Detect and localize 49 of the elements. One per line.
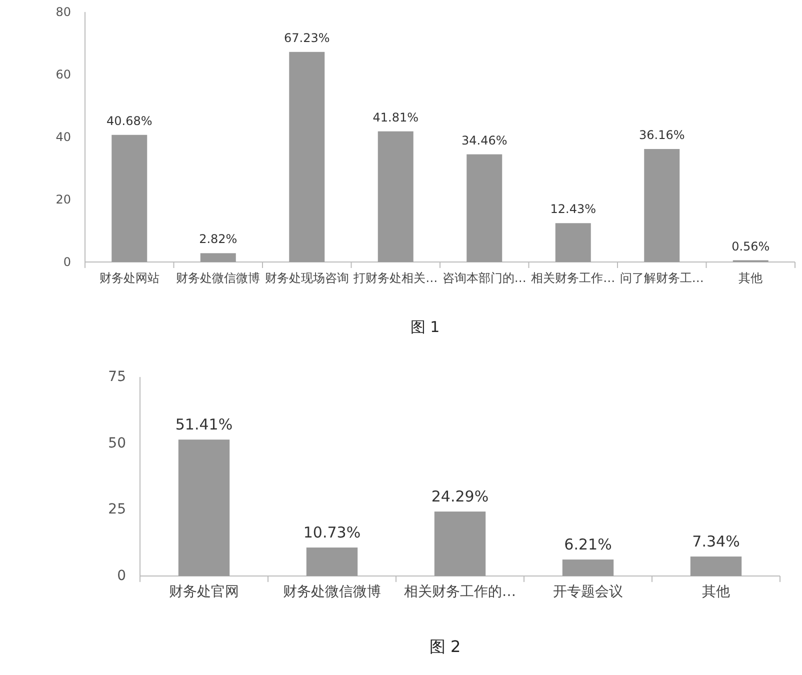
data-label: 51.41% [175,416,233,434]
data-label: 41.81% [372,110,419,124]
bar [378,131,414,262]
caption: 图 2 [429,637,461,656]
data-label: 6.21% [564,536,612,554]
x-tick-label: 财务处微信微博 [283,584,381,600]
y-tick-label: 25 [108,502,126,518]
data-label: 34.46% [461,133,508,148]
bar [644,149,680,262]
x-tick-label: 其他 [702,584,730,600]
x-tick-label: 相关财务工作… [531,271,616,285]
bar [306,548,358,576]
bar [690,556,742,576]
bar [434,512,486,576]
data-label: 40.68% [106,114,152,128]
data-label: 7.34% [692,532,740,551]
data-label: 0.56% [732,239,770,254]
bar [289,52,325,262]
y-tick-label: 60 [56,68,71,82]
x-tick-label: 财务处现场咨询 [264,271,349,285]
y-tick-label: 50 [108,435,126,452]
y-tick-label: 75 [108,369,126,385]
bar [562,560,614,576]
bar [112,134,148,262]
x-tick-label: 打财务处相关… [352,271,438,285]
x-tick-label: 其他 [738,271,763,285]
bar [466,154,502,262]
bar [178,440,230,576]
bar [200,253,236,262]
caption: 图 1 [410,318,440,336]
data-label: 10.73% [303,524,361,542]
x-tick-label: 财务处微信微博 [176,271,260,285]
bar [555,223,591,262]
y-tick-label: 40 [56,130,71,144]
x-tick-label: 问了解财务工… [620,271,704,285]
data-label: 12.43% [550,202,596,216]
y-tick-label: 0 [117,568,126,584]
y-tick-label: 0 [63,255,71,269]
data-label: 2.82% [199,232,238,246]
x-tick-label: 相关财务工作的… [404,584,516,600]
data-label: 36.16% [638,128,685,142]
data-label: 24.29% [431,488,489,506]
y-tick-label: 80 [56,5,71,19]
x-tick-label: 财务处官网 [169,584,239,600]
x-tick-label: 咨询本部门的… [442,271,526,285]
data-label: 67.23% [284,30,330,45]
x-tick-label: 财务处网站 [99,271,160,285]
y-tick-label: 20 [56,192,71,206]
x-tick-label: 开专题会议 [553,584,623,600]
